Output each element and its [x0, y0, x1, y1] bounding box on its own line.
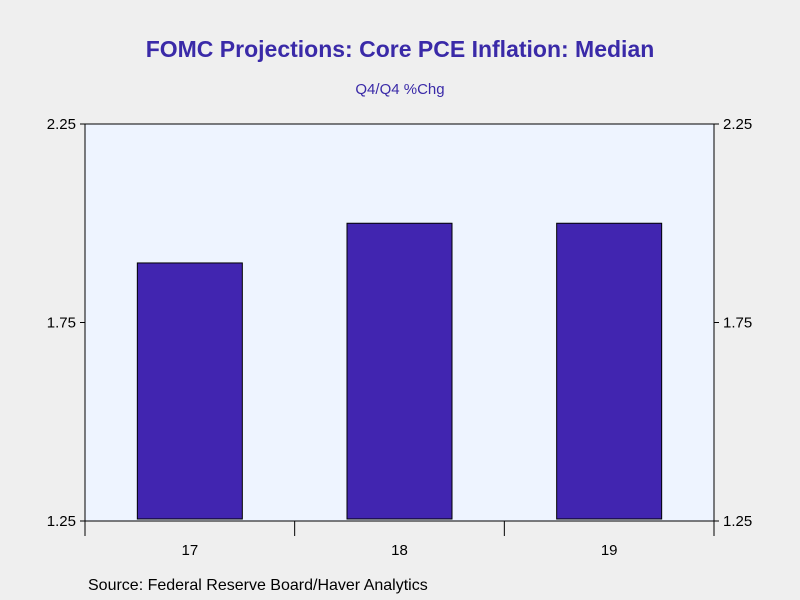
bars: [136, 222, 663, 520]
right-tick-label: 1.25: [723, 513, 752, 530]
x-tick-label: 18: [391, 542, 408, 559]
left-tick-label: 1.75: [47, 315, 76, 332]
right-tick-label: 2.25: [723, 116, 752, 133]
bar-18: [346, 222, 453, 520]
chart-subtitle: Q4/Q4 %Chg: [355, 81, 445, 98]
chart-title: FOMC Projections: Core PCE Inflation: Me…: [145, 36, 655, 62]
left-axis: 1.25 1.75 2.25: [47, 116, 85, 530]
x-tick-label: 19: [601, 542, 618, 559]
bar-19: [556, 222, 663, 520]
bar-17: [136, 262, 243, 520]
right-tick-label: 1.75: [723, 315, 752, 332]
x-tick-label: 17: [181, 542, 198, 559]
right-axis: 1.25 1.75 2.25: [714, 116, 752, 530]
source-note: Source: Federal Reserve Board/Haver Anal…: [88, 577, 428, 594]
left-tick-label: 2.25: [47, 116, 76, 133]
x-axis: 17 18 19: [84, 521, 715, 559]
left-tick-label: 1.25: [47, 513, 76, 530]
